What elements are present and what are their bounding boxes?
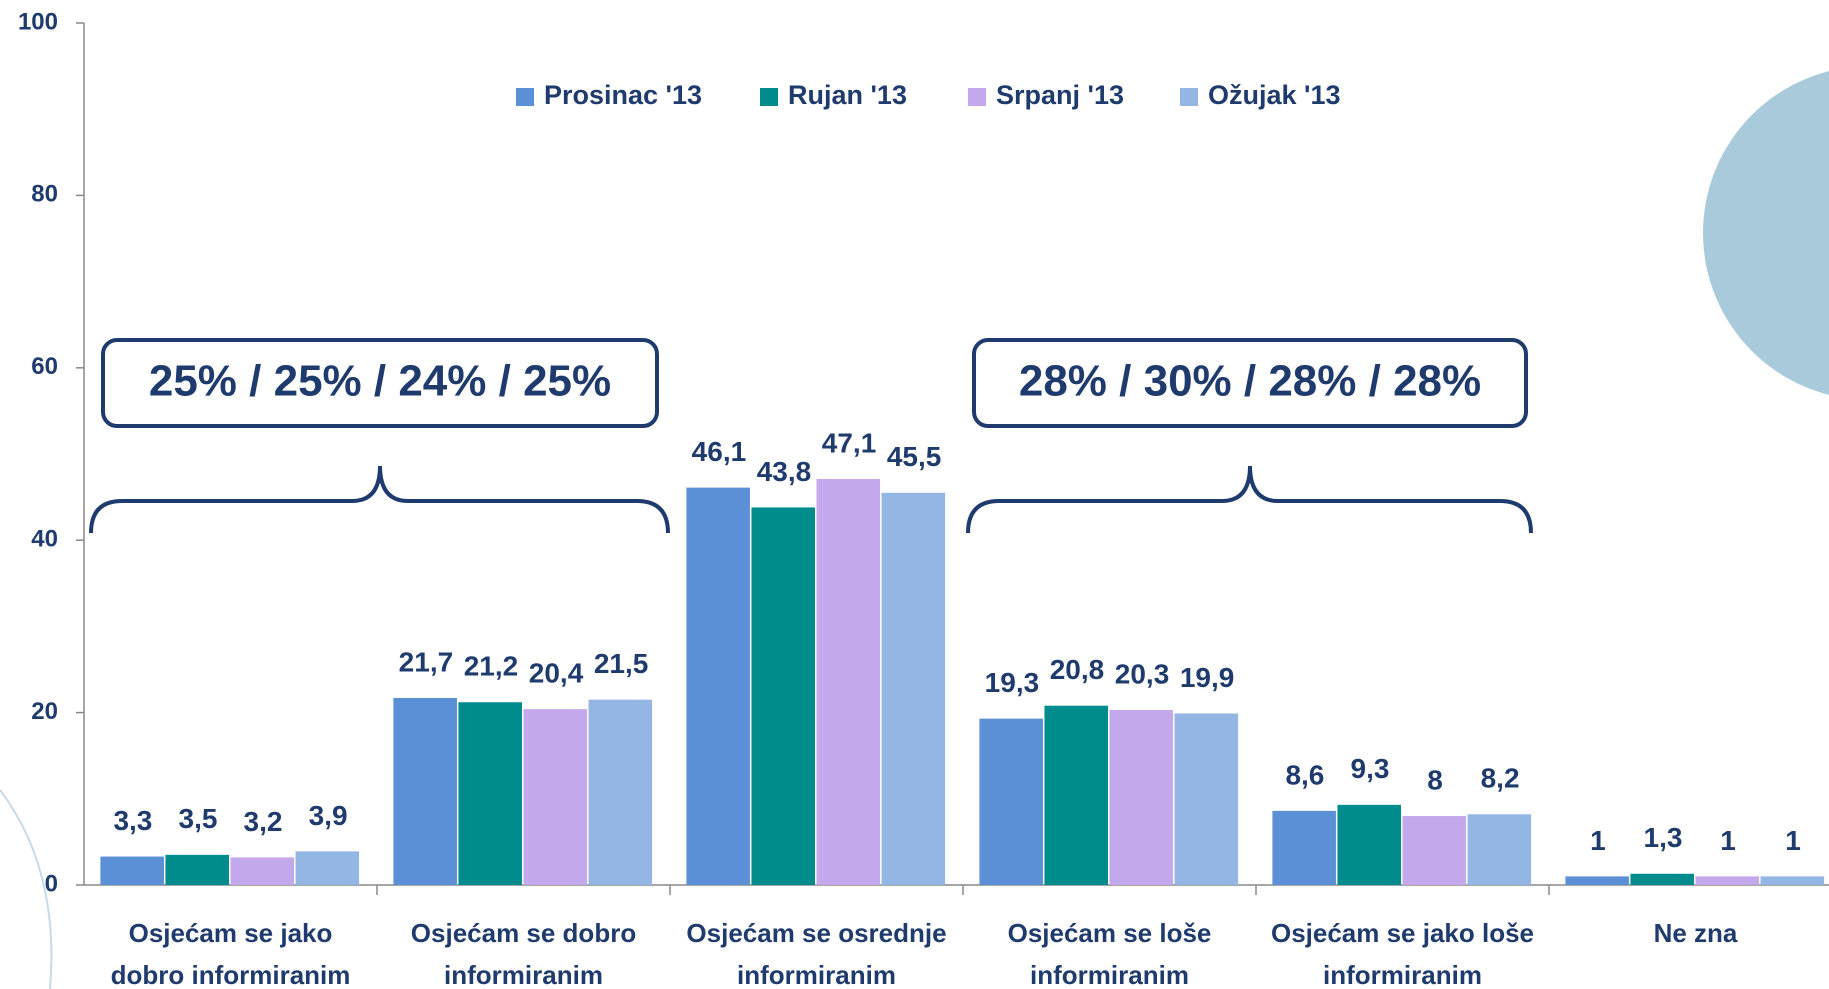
bar xyxy=(979,718,1043,885)
bar xyxy=(393,697,457,885)
value-label: 20,8 xyxy=(1050,654,1105,685)
value-label: 9,3 xyxy=(1351,753,1390,784)
bar xyxy=(1760,876,1825,885)
x-tick-label: Ne zna xyxy=(1654,918,1738,948)
bar xyxy=(1272,810,1336,885)
bar xyxy=(686,487,750,885)
value-label: 3,2 xyxy=(244,806,283,837)
value-label: 8 xyxy=(1427,764,1443,795)
annotation-box xyxy=(972,338,1528,428)
value-label: 47,1 xyxy=(822,427,877,458)
legend-label: Rujan '13 xyxy=(788,80,907,110)
decoration-arc xyxy=(0,789,53,989)
value-label: 21,5 xyxy=(594,648,649,679)
value-label: 45,5 xyxy=(887,441,942,472)
value-label: 1,3 xyxy=(1644,822,1683,853)
y-tick-label: 40 xyxy=(31,526,58,553)
bar xyxy=(1109,710,1174,885)
x-tick-label: Osjećam se dobro informiranim xyxy=(411,918,636,989)
value-label: 1 xyxy=(1720,825,1736,856)
bar xyxy=(295,851,360,885)
y-tick-label: 0 xyxy=(45,870,58,897)
annotation: 28% / 30% / 28% / 28% xyxy=(1019,357,1481,406)
bar xyxy=(1402,816,1467,885)
bar xyxy=(881,492,946,885)
legend-swatch xyxy=(1180,88,1198,106)
x-tick-label: Osjećam se loše informiranim xyxy=(1008,918,1212,989)
bar xyxy=(100,856,164,885)
annotation: 25% / 25% / 24% / 25% xyxy=(149,357,611,406)
bar xyxy=(816,478,881,885)
bar xyxy=(1467,814,1532,885)
bracket xyxy=(89,465,670,534)
value-label: 3,9 xyxy=(309,800,348,831)
value-label: 1 xyxy=(1785,825,1801,856)
legend-label: Ožujak '13 xyxy=(1208,80,1340,110)
bracket xyxy=(966,465,1533,534)
x-tick-label: Osjećam se jako loše informiranim xyxy=(1271,918,1534,989)
y-tick-label: 80 xyxy=(31,181,58,208)
legend-swatch xyxy=(968,88,986,106)
value-label: 8,6 xyxy=(1285,759,1324,790)
bar xyxy=(1630,873,1694,885)
bar xyxy=(165,854,229,885)
bar xyxy=(1695,876,1760,885)
legend-label: Prosinac '13 xyxy=(544,80,702,110)
value-label: 20,3 xyxy=(1115,658,1170,689)
bar xyxy=(230,857,295,885)
bar xyxy=(588,699,653,885)
value-label: 21,2 xyxy=(464,651,519,682)
bar xyxy=(751,507,815,885)
value-label: 46,1 xyxy=(692,436,747,467)
x-tick-label: Osjećam se jako dobro informiranim xyxy=(111,918,351,989)
value-label: 21,7 xyxy=(399,646,454,677)
bar xyxy=(458,702,522,885)
annotation-box xyxy=(101,338,659,428)
value-label: 3,5 xyxy=(179,803,218,834)
y-tick-label: 100 xyxy=(18,8,58,35)
bar xyxy=(1174,713,1239,885)
x-tick-label: Osjećam se osrednje informiranim xyxy=(686,918,946,989)
value-label: 19,9 xyxy=(1180,662,1235,693)
value-label: 20,4 xyxy=(529,658,584,689)
bar xyxy=(1337,804,1401,885)
y-tick-label: 60 xyxy=(31,353,58,380)
value-label: 8,2 xyxy=(1481,763,1520,794)
value-label: 3,3 xyxy=(113,805,152,836)
bar xyxy=(523,709,588,885)
value-label: 43,8 xyxy=(757,456,812,487)
bar xyxy=(1565,876,1629,885)
y-tick-label: 20 xyxy=(31,698,58,725)
legend-label: Srpanj '13 xyxy=(996,80,1124,110)
legend-swatch xyxy=(516,88,534,106)
legend-swatch xyxy=(760,88,778,106)
bar xyxy=(1044,705,1108,885)
value-label: 19,3 xyxy=(985,667,1040,698)
value-label: 1 xyxy=(1590,825,1606,856)
decoration-circle xyxy=(1703,71,1829,395)
